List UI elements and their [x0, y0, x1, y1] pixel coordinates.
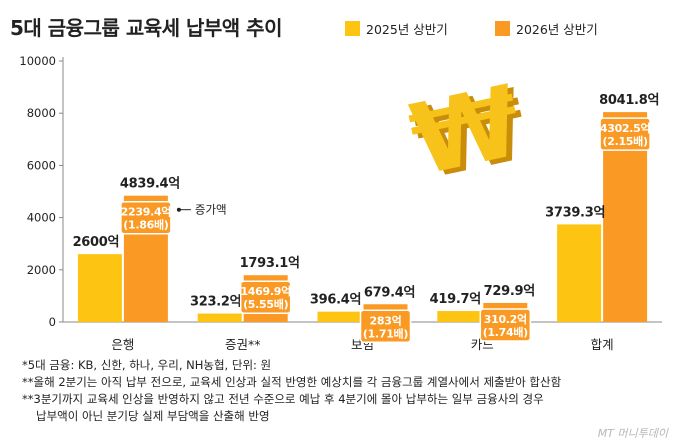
category-label: 합계 [591, 337, 614, 352]
legend-label-2026: 2026년 상반기 [516, 22, 598, 37]
chart-title: 5대 금융그룹 교육세 납부액 추이 [10, 16, 282, 40]
bar-2025 [197, 313, 242, 322]
bar-2025 [317, 311, 362, 322]
increase-ratio-label: (1.86배) [123, 218, 168, 232]
bar-2025 [437, 311, 482, 322]
increase-callout-box [479, 308, 532, 342]
value-label-2025: 396.4억 [310, 293, 361, 308]
y-tick-label: 10000 [19, 54, 56, 68]
footnote-4: 납부액이 아닌 분기당 실제 부담액을 산출해 반영 [36, 409, 270, 423]
won-symbol-face: ₩ [401, 64, 530, 198]
value-label-2026: 8041.8억 [599, 93, 659, 108]
increase-ratio-label: (1.74배) [483, 325, 528, 339]
value-label-2025: 323.2억 [190, 295, 241, 310]
value-label-2026: 1793.1억 [240, 256, 300, 271]
footnote-1: *5대 금융: KB, 신한, 하나, 우리, NH농협, 단위: 원 [22, 358, 272, 372]
value-label-2026: 679.4억 [364, 285, 415, 300]
bar-2025 [77, 254, 122, 322]
increase-ratio-label: (5.55배) [243, 297, 288, 311]
increase-ratio-label: (2.15배) [602, 134, 647, 148]
increase-legend-label: 증가액 [195, 203, 227, 217]
footnotes: *5대 금융: KB, 신한, 하나, 우리, NH농협, 단위: 원 **올해… [22, 357, 561, 425]
value-label-2025: 419.7억 [430, 292, 481, 307]
increase-ratio-label: (1.71배) [363, 326, 408, 340]
increase-amount-label: 1469.9억 [240, 285, 290, 298]
value-label-2026: 4839.4억 [120, 177, 180, 192]
won-symbol-shadow: ₩ [407, 68, 536, 202]
y-tick-label: 2000 [27, 263, 56, 277]
increase-amount-label: 2239.4억 [121, 206, 171, 219]
increase-amount-label: 283억 [370, 314, 402, 327]
bar-2025 [557, 224, 602, 322]
value-label-2026: 729.9억 [484, 284, 535, 299]
footnote-2: **올해 2분기는 아직 납부 전으로, 교육세 인상과 실적 반영한 예상치를… [22, 375, 562, 389]
y-tick-label: 6000 [27, 158, 56, 172]
value-label-2025: 3739.3억 [545, 205, 605, 220]
increase-callout-box [359, 309, 412, 344]
increase-amount-label: 4302.5억 [600, 122, 650, 135]
category-label: 은행 [111, 337, 134, 352]
y-tick-label: 4000 [27, 211, 56, 225]
increase-callout-box [120, 200, 172, 235]
legend-swatch-2025 [345, 21, 360, 36]
increase-callout-box [239, 280, 292, 314]
y-tick-label: 0 [49, 315, 56, 329]
legend-label-2025: 2025년 상반기 [366, 22, 448, 37]
watermark-logo: MT 머니투데이 [597, 427, 668, 440]
legend-item-2025: 2025년 상반기 [345, 19, 448, 38]
legend-item-2026: 2026년 상반기 [495, 19, 598, 38]
y-tick-label: 8000 [27, 106, 56, 120]
increase-callout-box [599, 117, 651, 151]
legend-swatch-2026 [495, 21, 510, 36]
footnote-3: **3분기까지 교육세 인상을 반영하지 않고 전년 수준으로 예납 후 4분기… [22, 392, 544, 406]
won-symbol-icon: ₩₩ [401, 64, 536, 202]
increase-amount-label: 310.2억 [484, 313, 527, 326]
category-label: 증권** [225, 337, 261, 352]
value-label-2025: 2600억 [73, 235, 120, 250]
